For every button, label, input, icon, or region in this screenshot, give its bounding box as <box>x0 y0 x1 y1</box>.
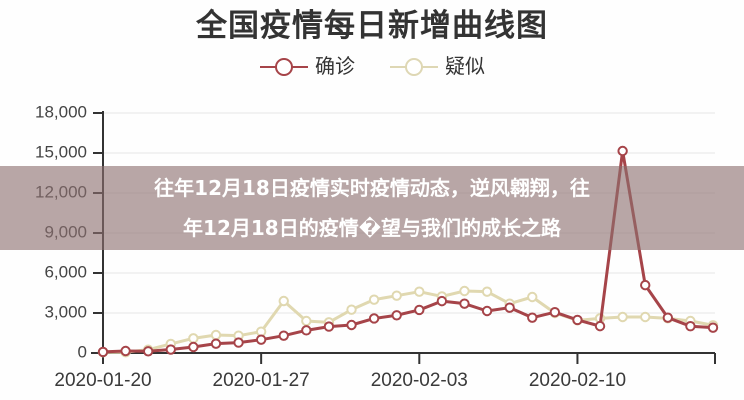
series-line <box>101 289 715 354</box>
data-point-marker[interactable] <box>301 315 312 327</box>
data-point-marker[interactable] <box>414 286 425 297</box>
data-point-marker[interactable] <box>640 279 651 291</box>
data-point-marker[interactable] <box>549 307 561 318</box>
data-point-marker[interactable] <box>278 295 289 307</box>
data-point-marker[interactable] <box>527 291 538 303</box>
legend-item-confirmed[interactable]: 确诊 <box>259 56 355 78</box>
overlay-caption-banner: 往年12月18日疫情实时疫情动态，逆风翱翔，往 年12月18日的疫情�望与我们的… <box>0 166 744 250</box>
data-point-marker[interactable] <box>640 311 651 323</box>
data-point-marker[interactable] <box>323 321 335 332</box>
y-axis-tick-label: 0 <box>78 342 87 361</box>
legend-marker-suspected-icon <box>390 58 438 76</box>
data-point-marker[interactable] <box>685 321 696 332</box>
chart-legend: 确诊 疑似 <box>0 56 744 78</box>
data-point-marker[interactable] <box>572 314 583 326</box>
data-point-marker[interactable] <box>210 329 222 341</box>
data-point-marker[interactable] <box>459 285 470 297</box>
data-point-marker[interactable] <box>165 344 176 355</box>
x-axis-tick-label: 2020-02-03 <box>371 370 468 391</box>
data-point-marker[interactable] <box>707 322 719 333</box>
legend-label-suspected: 疑似 <box>445 56 485 78</box>
data-point-marker[interactable] <box>120 345 131 357</box>
data-point-marker[interactable] <box>97 346 109 358</box>
y-axis-tick-label: 15,000 <box>35 142 87 161</box>
data-point-marker[interactable] <box>368 313 380 324</box>
overlay-caption-line-2: 年12月18日的疫情�望与我们的成长之路 <box>183 216 561 240</box>
data-point-marker[interactable] <box>414 304 425 316</box>
data-point-marker[interactable] <box>301 325 312 336</box>
y-axis-tick-label: 6,000 <box>44 262 87 281</box>
data-point-marker[interactable] <box>617 311 628 323</box>
overlay-caption-line-1: 往年12月18日疫情实时疫情动态，逆风翱翔，往 <box>154 176 590 200</box>
data-point-marker[interactable] <box>436 295 448 307</box>
data-point-marker[interactable] <box>481 305 493 317</box>
x-axis-tick-label: 2020-01-27 <box>213 370 310 391</box>
x-axis-tick-label: 2020-02-10 <box>529 370 626 391</box>
data-point-marker[interactable] <box>278 330 289 341</box>
data-point-marker[interactable] <box>481 286 493 297</box>
y-axis-tick-label: 3,000 <box>44 302 87 321</box>
data-point-marker[interactable] <box>255 334 267 345</box>
data-point-marker[interactable] <box>504 302 515 313</box>
data-point-marker[interactable] <box>594 320 606 332</box>
legend-marker-confirmed-icon <box>260 58 308 76</box>
data-point-marker[interactable] <box>346 319 357 331</box>
x-axis-tick-label: 2020-01-20 <box>54 370 151 391</box>
data-point-marker[interactable] <box>346 304 357 315</box>
data-point-marker[interactable] <box>527 312 538 323</box>
data-point-marker[interactable] <box>188 333 199 344</box>
data-point-marker[interactable] <box>188 341 199 353</box>
data-point-marker[interactable] <box>368 294 380 305</box>
data-point-marker[interactable] <box>142 346 154 357</box>
data-point-marker[interactable] <box>459 298 470 309</box>
data-point-marker[interactable] <box>617 145 628 157</box>
page-title: 全国疫情每日新增曲线图 <box>196 8 548 43</box>
data-point-marker[interactable] <box>233 337 244 348</box>
legend-item-suspected[interactable]: 疑似 <box>389 56 485 78</box>
data-point-marker[interactable] <box>662 312 674 323</box>
legend-label-confirmed: 确诊 <box>315 56 355 78</box>
y-axis-tick-label: 18,000 <box>35 102 87 121</box>
data-point-marker[interactable] <box>391 290 402 301</box>
data-point-marker[interactable] <box>210 338 222 349</box>
data-point-marker[interactable] <box>391 310 402 321</box>
